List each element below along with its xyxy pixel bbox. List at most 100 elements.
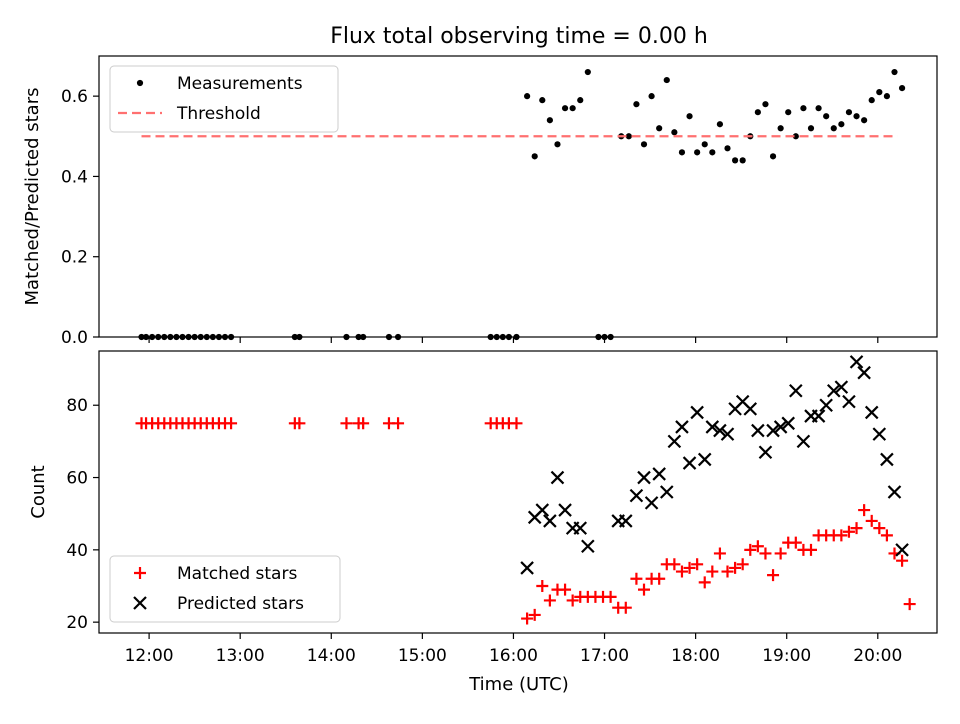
legend-box [109,65,339,133]
data-point [759,547,772,560]
data-point [385,333,393,341]
legend-label: Matched stars [177,564,297,584]
y-tick-label: 60 [66,469,88,489]
x-tick-label: 18:00 [671,646,720,666]
y-tick-label: 40 [66,541,88,561]
data-point [838,121,845,128]
data-point [566,594,579,607]
y-tick-label: 0.0 [61,328,88,348]
legend: Matched stars Predicted stars [109,555,341,623]
data-point [830,125,837,132]
data-point [835,529,848,542]
data-point [510,417,523,430]
data-point [845,109,853,116]
data-point [637,470,651,485]
x-tick-label: 20:00 [853,646,902,666]
legend-label: Measurements [177,74,303,94]
data-point [858,504,871,517]
data-point [861,117,868,124]
legend: Measurements Threshold [109,65,339,133]
data-point [777,125,784,132]
legend-label: Predicted stars [177,594,304,614]
data-point [595,333,602,341]
data-point [630,572,643,585]
data-point [729,561,742,574]
y-tick-label: 0.4 [61,167,88,187]
data-point [826,383,841,398]
data-point [789,536,802,549]
data-point [656,125,663,132]
data-point [744,543,757,556]
data-point [550,470,565,485]
legend-label: Threshold [176,104,261,124]
data-point [701,141,708,148]
legend-x-icon [133,596,147,610]
data-point [663,76,670,84]
data-point [751,423,765,438]
data-point [619,514,633,528]
data-point [149,333,156,341]
data-point [767,569,780,582]
data-point [842,525,855,538]
data-point [713,547,726,560]
data-point [173,333,180,341]
data-point [225,417,238,430]
data-point [520,561,534,575]
data-point [155,333,162,341]
data-point [675,565,688,578]
x-tick-label: 13:00 [216,646,265,666]
data-point [853,113,860,120]
series-predicted-stars [520,355,909,575]
data-point [811,409,826,423]
y-tick-label: 80 [66,396,88,416]
data-point [731,157,739,164]
data-point [762,101,769,108]
data-point [531,153,538,160]
data-point [754,109,761,116]
data-point [842,394,856,409]
data-point [819,398,833,413]
data-point [792,133,799,140]
series-matched-stars [135,417,916,625]
data-point [573,521,588,535]
x-axis-label: Time (UTC) [468,674,569,695]
data-point [340,417,353,430]
data-point [203,333,210,341]
data-point [849,355,864,369]
data-point [221,333,229,341]
data-point [633,101,640,108]
legend-dot-icon [136,79,144,87]
data-point [227,333,235,341]
data-point [774,547,787,560]
data-point [743,402,758,416]
data-point [865,514,878,527]
data-point [543,594,556,607]
data-point [876,89,883,96]
data-point [619,601,632,614]
data-point [880,452,894,467]
data-point [751,540,764,553]
data-point [671,129,678,136]
data-point [493,333,500,341]
data-point [577,97,584,104]
data-point [197,333,204,341]
data-point [713,423,727,438]
data-point [736,558,749,571]
data-point [773,420,788,434]
data-point [758,445,773,460]
data-point [887,485,902,499]
data-point [709,149,716,156]
data-point [539,97,546,104]
x-tick-label: 16:00 [489,646,538,666]
y-tick-label: 0.2 [61,248,88,268]
data-point [191,333,198,341]
data-point [640,141,648,148]
data-point [559,583,572,596]
data-point [505,333,512,341]
series-measurements [138,68,906,341]
data-point [543,514,557,528]
data-point [668,558,681,571]
data-point [789,383,803,398]
y-axis-label: Matched/Predicted stars [22,88,43,306]
data-point [601,333,608,341]
